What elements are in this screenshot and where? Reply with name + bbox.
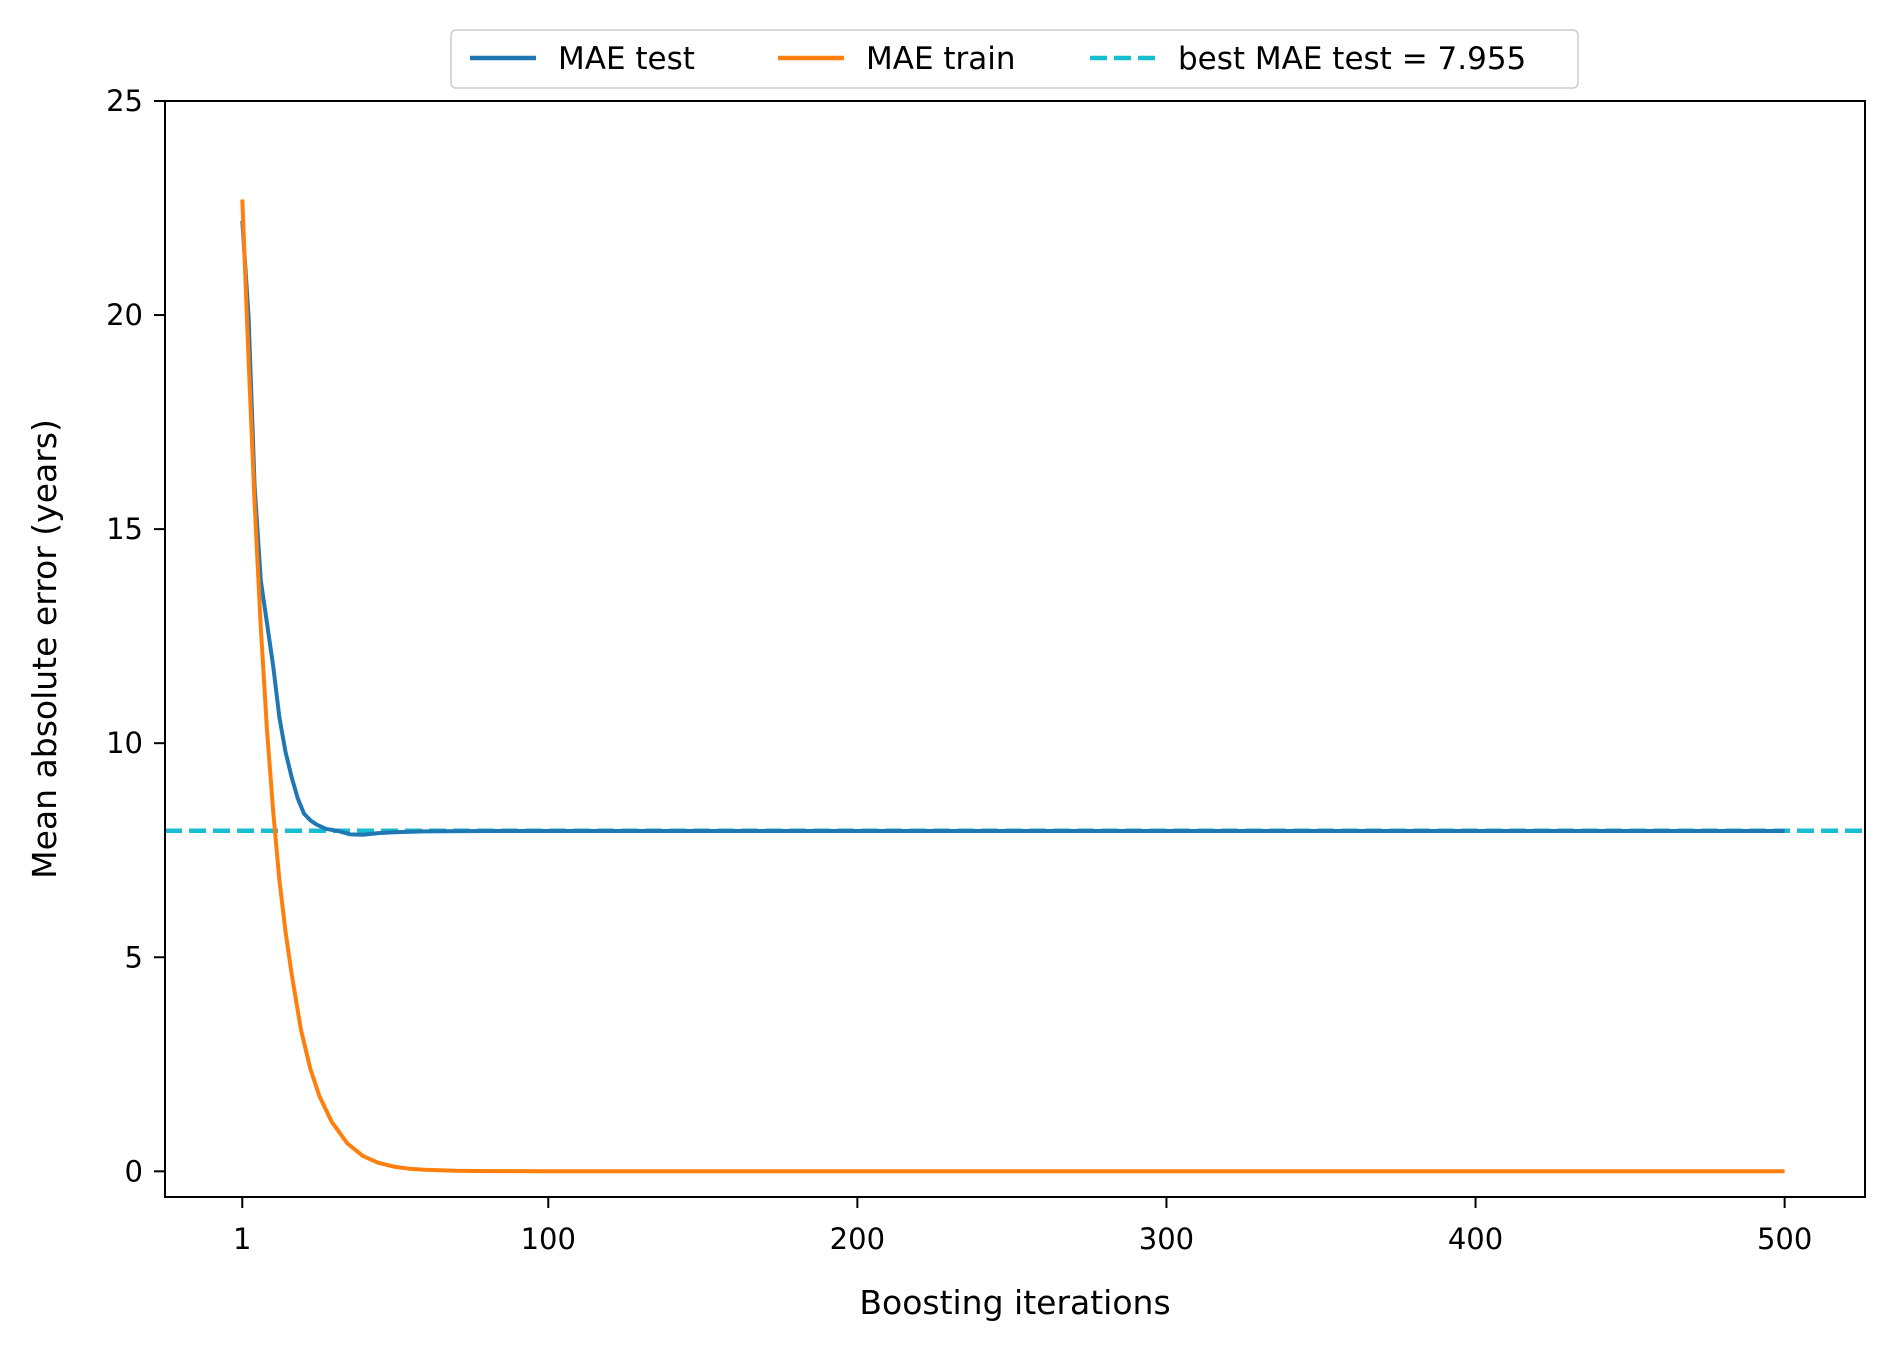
y-tick-label: 5 xyxy=(125,940,143,974)
legend-item-mae-train: MAE train xyxy=(778,41,1016,77)
x-tick-label: 1 xyxy=(233,1222,251,1256)
x-tick-label: 200 xyxy=(830,1222,885,1256)
y-tick-label: 15 xyxy=(106,512,143,546)
x-tick-label: 500 xyxy=(1757,1222,1812,1256)
y-tick-label: 20 xyxy=(106,298,143,332)
x-tick-label: 100 xyxy=(521,1222,576,1256)
y-axis-ticks: 0 5 10 15 20 25 xyxy=(106,84,165,1188)
legend-label: MAE test xyxy=(558,41,695,77)
x-tick-label: 300 xyxy=(1139,1222,1194,1256)
plot-frame xyxy=(164,100,1866,1198)
series-line-mae-train xyxy=(240,199,1785,1174)
y-tick-label: 25 xyxy=(106,84,143,118)
legend-label: MAE train xyxy=(866,41,1016,77)
legend: MAE test MAE train best MAE test = 7.955 xyxy=(450,29,1579,89)
y-tick-label: 10 xyxy=(106,726,143,760)
legend-item-mae-test: MAE test xyxy=(470,41,695,77)
y-axis-label: Mean absolute error (years) xyxy=(25,419,64,879)
x-tick-label: 400 xyxy=(1448,1222,1503,1256)
legend-item-best-mae-test: best MAE test = 7.955 xyxy=(1090,41,1526,77)
legend-label: best MAE test = 7.955 xyxy=(1178,41,1526,77)
legend-box xyxy=(450,29,1579,89)
series-line-mae-test xyxy=(240,220,1785,837)
y-tick-label: 0 xyxy=(125,1154,143,1188)
x-axis-label: Boosting iterations xyxy=(859,1283,1170,1322)
x-axis-ticks: 1 100 200 300 400 500 xyxy=(233,1197,1812,1256)
plot-marks xyxy=(165,199,1865,1174)
